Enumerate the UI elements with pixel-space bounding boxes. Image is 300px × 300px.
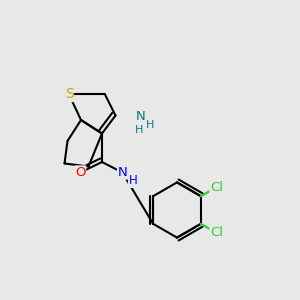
Text: H: H [146,119,154,130]
Text: S: S [64,88,74,101]
Text: H: H [135,125,144,135]
Text: H: H [128,174,137,188]
Text: N: N [118,166,127,179]
Text: N: N [136,110,146,124]
Text: Cl: Cl [210,226,223,239]
Text: Cl: Cl [210,181,223,194]
Text: O: O [75,166,86,179]
